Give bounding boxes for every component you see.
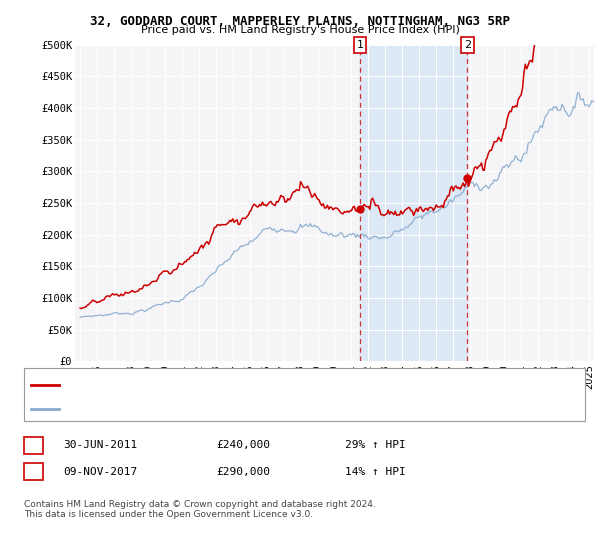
Text: £240,000: £240,000 xyxy=(216,440,270,450)
Bar xyxy=(360,45,467,361)
Text: Contains HM Land Registry data © Crown copyright and database right 2024.
This d: Contains HM Land Registry data © Crown c… xyxy=(24,500,376,519)
Text: 1: 1 xyxy=(30,440,37,450)
Text: 14% ↑ HPI: 14% ↑ HPI xyxy=(345,466,406,477)
Text: Price paid vs. HM Land Registry's House Price Index (HPI): Price paid vs. HM Land Registry's House … xyxy=(140,25,460,35)
Text: £290,000: £290,000 xyxy=(216,466,270,477)
Text: 09-NOV-2017: 09-NOV-2017 xyxy=(63,466,137,477)
Text: 32, GODDARD COURT, MAPPERLEY PLAINS, NOTTINGHAM, NG3 5RP: 32, GODDARD COURT, MAPPERLEY PLAINS, NOT… xyxy=(90,15,510,27)
Text: 1: 1 xyxy=(356,40,364,50)
Text: HPI: Average price, detached house, Gedling: HPI: Average price, detached house, Gedl… xyxy=(63,404,281,414)
Text: 2: 2 xyxy=(464,40,471,50)
Text: 32, GODDARD COURT, MAPPERLEY PLAINS, NOTTINGHAM, NG3 5RP (detached house): 32, GODDARD COURT, MAPPERLEY PLAINS, NOT… xyxy=(63,380,483,390)
Text: 2: 2 xyxy=(30,466,37,477)
Text: 29% ↑ HPI: 29% ↑ HPI xyxy=(345,440,406,450)
Text: 30-JUN-2011: 30-JUN-2011 xyxy=(63,440,137,450)
